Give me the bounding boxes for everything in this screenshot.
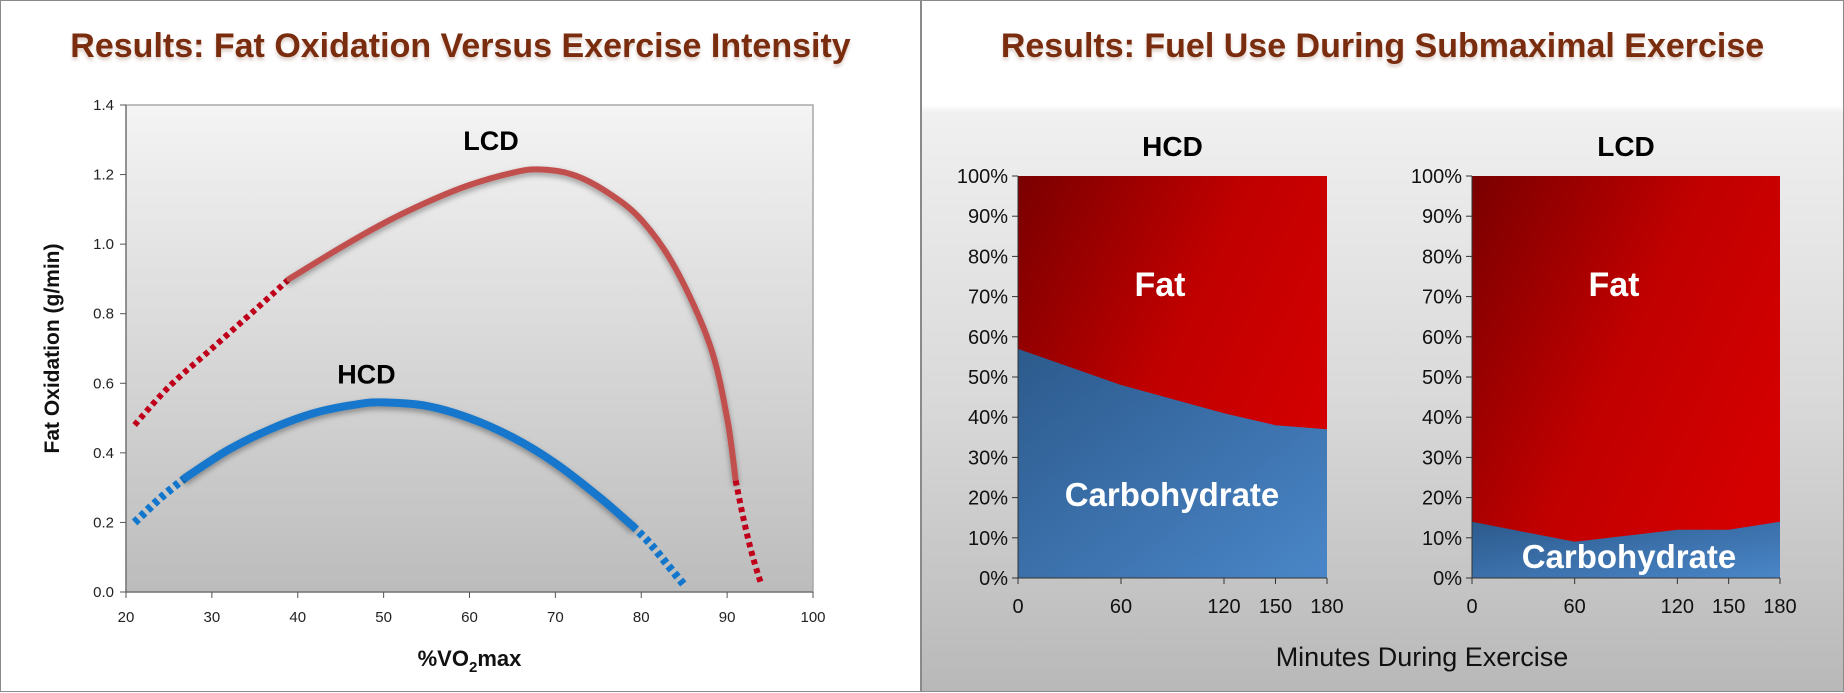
lcd-line [286,166,739,484]
lcd-x-tick-label: 120 [1661,596,1694,618]
x-axis-label-sub: 2 [469,659,477,676]
fuel-use-charts: 0% 10% 20% 30% 40% 50% 60% 70% 80% 90% 100% 0 60 120 1… [957,131,1797,672]
y-tick-label: 0.8 [93,306,114,323]
lcd-chart-title: LCD [1597,131,1655,162]
lcd-series-label: LCD [463,126,519,156]
lcd-y-tick-label: 30% [1422,447,1462,469]
lcd-y-tick-label: 50% [1422,367,1462,389]
x-tick-label: 20 [118,609,135,626]
y-tick-label: 0.4 [93,445,114,462]
lcd-x-tick-label: 150 [1712,596,1745,618]
hcd-x-tick-label: 60 [1110,596,1132,618]
y-tick-label: 1.4 [93,97,114,114]
hcd-y-tick-label: 0% [979,568,1008,590]
hcd-y-tick-label: 30% [968,447,1008,469]
lcd-y-tick-label: 70% [1422,287,1462,309]
lcd-dotted-end [732,480,765,586]
hcd-carbohydrate-label: Carbohydrate [1065,476,1280,513]
fuel-use-panel: Results: Fuel Use During Submaximal Exer… [921,0,1844,692]
left-panel-title: Results: Fat Oxidation Versus Exercise I… [70,27,851,65]
x-tick-label: 40 [289,609,306,626]
lcd-x-tick-label: 0 [1466,596,1477,618]
fat-oxidation-panel: Results: Fat Oxidation Versus Exercise I… [0,0,921,692]
y-tick-label: 1.2 [93,167,114,184]
hcd-y-tick-label: 50% [968,367,1008,389]
hcd-carbohydrate-area [1018,348,1327,578]
x-tick-label: 90 [719,609,736,626]
hcd-y-tick-label: 40% [968,407,1008,429]
lcd-y-tick-label: 80% [1422,246,1462,268]
x-tick-label: 50 [375,609,392,626]
lcd-dotted-start [132,276,292,428]
shared-x-axis-label: Minutes During Exercise [1276,642,1569,672]
x-tick-label: 30 [204,609,221,626]
x-axis-label-tail: max [477,646,522,671]
hcd-y-tick-label: 100% [957,166,1008,188]
hcd-y-tick-label: 20% [968,488,1008,510]
x-tick-label: 80 [633,609,650,626]
x-axis-label-main: %VO [418,646,469,671]
y-tick-label: 0.2 [93,514,114,531]
hcd-dotted-end [629,523,688,588]
hcd-y-tick-label: 80% [968,246,1008,268]
lcd-fat-area [1472,176,1780,578]
hcd-fat-label: Fat [1135,266,1186,304]
x-axis-label: %VO2max [418,646,523,676]
x-tick-label: 70 [547,609,564,626]
right-panel-title: Results: Fuel Use During Submaximal Exer… [1000,27,1765,65]
hcd-y-tick-label: 90% [968,206,1008,228]
lcd-carbohydrate-label: Carbohydrate [1522,538,1737,575]
lcd-y-tick-label: 20% [1422,488,1462,510]
lcd-x-tick-label: 60 [1564,596,1586,618]
hcd-x-tick-label: 0 [1012,596,1023,618]
hcd-chart-title: HCD [1142,131,1203,162]
lcd-y-tick-label: 10% [1422,528,1462,550]
hcd-x-tick-label: 150 [1259,596,1292,618]
hcd-y-tick-label: 10% [968,528,1008,550]
fat-oxidation-chart: 0.0 0.2 0.4 0.6 0.8 1.0 1.2 1.4 20 30 40 50 60 70 80 90… [41,97,826,676]
y-tick-label: 0.0 [93,584,114,601]
lcd-y-tick-label: 100% [1411,166,1462,188]
hcd-y-tick-label: 70% [968,287,1008,309]
lcd-y-tick-label: 40% [1422,407,1462,429]
hcd-line [182,398,637,530]
y-axis-label: Fat Oxidation (g/min) [41,244,64,454]
y-tick-label: 0.6 [93,375,114,392]
x-tick-label: 100 [800,609,825,626]
lcd-x-tick-label: 180 [1763,596,1796,618]
lcd-y-tick-label: 60% [1422,327,1462,349]
y-tick-label: 1.0 [93,236,114,253]
lcd-y-tick-label: 0% [1433,568,1462,590]
lcd-y-tick-label: 90% [1422,206,1462,228]
hcd-x-tick-label: 180 [1310,596,1343,618]
hcd-x-tick-label: 120 [1207,596,1240,618]
lcd-carbohydrate-area [1472,521,1780,578]
x-tick-label: 60 [461,609,478,626]
hcd-series-label: HCD [337,359,396,389]
hcd-y-tick-label: 60% [968,327,1008,349]
lcd-fat-label: Fat [1589,266,1640,304]
